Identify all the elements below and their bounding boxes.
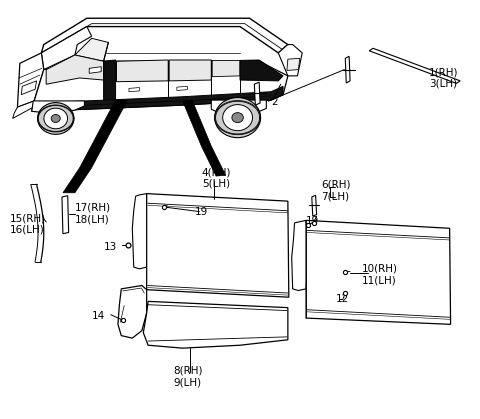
Polygon shape: [147, 194, 289, 297]
Circle shape: [37, 103, 74, 134]
Polygon shape: [41, 26, 92, 70]
Polygon shape: [32, 86, 283, 111]
Text: 10(RH)
11(LH): 10(RH) 11(LH): [362, 264, 398, 285]
Polygon shape: [75, 38, 108, 61]
Polygon shape: [177, 86, 187, 91]
Circle shape: [232, 113, 243, 123]
Text: 2: 2: [271, 97, 278, 107]
Text: 19: 19: [306, 216, 319, 226]
Polygon shape: [117, 60, 168, 82]
Polygon shape: [144, 301, 288, 348]
Circle shape: [51, 114, 60, 122]
Polygon shape: [369, 48, 460, 83]
Text: 14: 14: [92, 311, 105, 321]
Text: 17(RH)
18(LH): 17(RH) 18(LH): [75, 203, 111, 225]
Polygon shape: [169, 60, 211, 81]
Text: 15(RH)
16(LH): 15(RH) 16(LH): [10, 213, 47, 235]
Circle shape: [215, 98, 261, 138]
Polygon shape: [46, 55, 104, 84]
Text: 12: 12: [336, 294, 349, 304]
Polygon shape: [62, 196, 69, 234]
Polygon shape: [118, 285, 147, 338]
Circle shape: [44, 108, 68, 129]
Polygon shape: [41, 18, 288, 53]
Polygon shape: [63, 100, 128, 193]
Polygon shape: [345, 56, 350, 83]
Polygon shape: [182, 100, 226, 176]
Polygon shape: [12, 101, 34, 119]
Text: 13: 13: [104, 242, 117, 252]
Polygon shape: [129, 88, 140, 92]
Text: 8(RH)
9(LH): 8(RH) 9(LH): [173, 366, 203, 387]
Polygon shape: [292, 220, 308, 290]
Polygon shape: [21, 81, 36, 95]
Polygon shape: [32, 101, 84, 114]
Polygon shape: [306, 220, 451, 324]
Polygon shape: [211, 100, 266, 115]
Text: 1(RH)
3(LH): 1(RH) 3(LH): [429, 67, 458, 89]
Polygon shape: [89, 67, 101, 73]
Polygon shape: [240, 60, 283, 81]
Text: 4(RH)
5(LH): 4(RH) 5(LH): [202, 167, 231, 189]
Polygon shape: [104, 60, 116, 101]
Polygon shape: [32, 61, 288, 111]
Text: 19: 19: [194, 207, 208, 217]
Polygon shape: [254, 82, 260, 105]
Polygon shape: [312, 195, 317, 216]
Text: 6(RH)
7(LH): 6(RH) 7(LH): [322, 180, 351, 202]
Polygon shape: [287, 58, 300, 70]
Polygon shape: [278, 44, 302, 76]
Circle shape: [223, 105, 252, 131]
Polygon shape: [212, 60, 240, 77]
Polygon shape: [132, 194, 149, 269]
Polygon shape: [17, 53, 44, 107]
